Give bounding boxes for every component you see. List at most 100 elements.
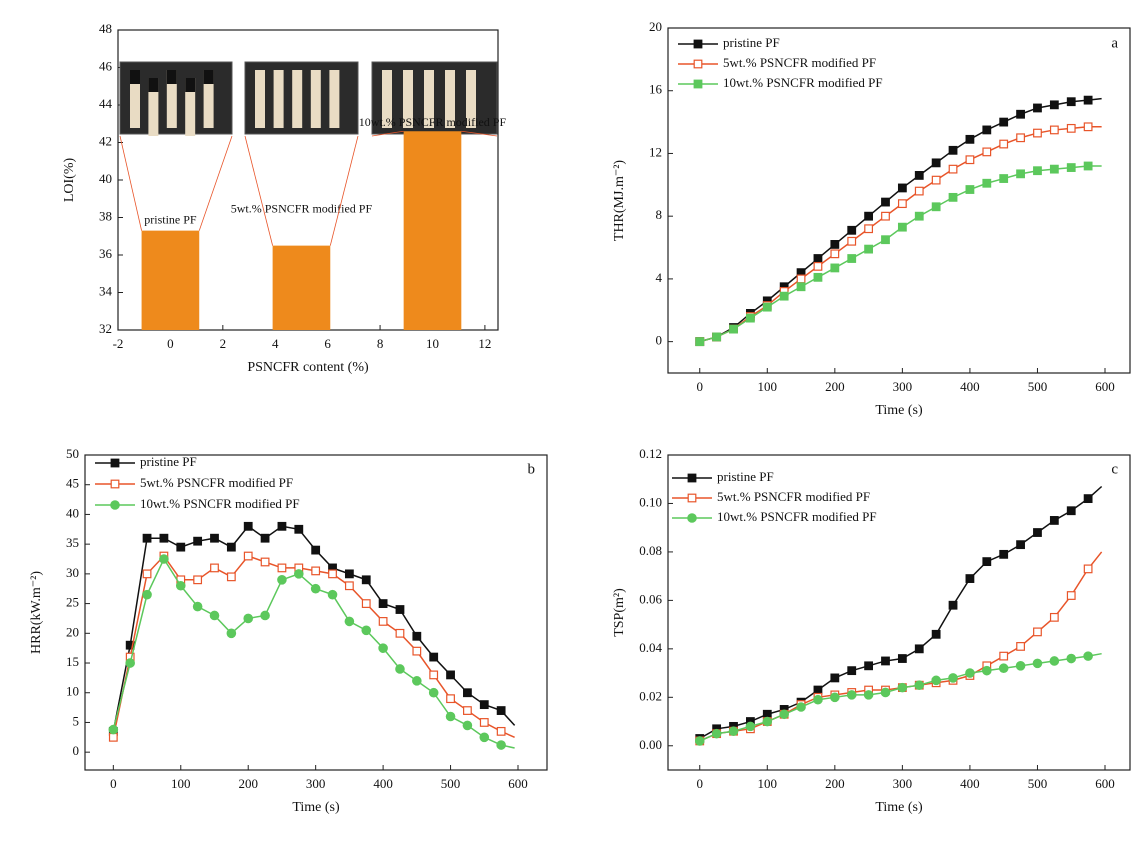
sample-stick	[403, 70, 413, 128]
sample-stick	[382, 70, 392, 128]
legend-label: pristine PF	[723, 35, 780, 50]
y-tick-label: 46	[99, 58, 113, 73]
burn-mark	[185, 78, 196, 92]
marker	[881, 197, 890, 207]
marker	[462, 720, 473, 731]
bar	[403, 131, 462, 330]
sample-stick	[292, 70, 303, 128]
sample-stick	[310, 70, 321, 128]
y-tick-label: 0	[656, 333, 663, 348]
marker	[1016, 169, 1025, 179]
pointer-line	[244, 135, 274, 246]
marker	[260, 533, 270, 543]
marker	[310, 583, 321, 594]
marker	[728, 726, 739, 737]
marker	[948, 192, 958, 202]
x-tick-label: 300	[893, 379, 913, 394]
marker	[210, 533, 219, 543]
panel-label: b	[528, 461, 536, 477]
marker	[796, 702, 806, 712]
marker	[694, 736, 705, 746]
marker	[1083, 564, 1093, 574]
marker	[830, 263, 840, 273]
marker	[243, 551, 253, 561]
marker	[864, 224, 874, 234]
marker	[446, 694, 455, 704]
x-tick-label: 200	[825, 776, 845, 791]
marker	[1049, 656, 1060, 666]
x-tick-label: 400	[960, 776, 980, 791]
x-tick-label: 0	[696, 776, 703, 791]
marker	[864, 661, 874, 671]
series-line	[112, 554, 515, 738]
marker	[446, 670, 455, 680]
y-tick-label: 0.12	[639, 446, 662, 461]
panel-label: a	[1111, 35, 1118, 51]
y-tick-label: 35	[66, 535, 79, 550]
legend-marker	[110, 479, 120, 489]
marker	[830, 249, 840, 259]
marker	[813, 254, 823, 263]
legend-label: 10wt.% PSNCFR modified PF	[723, 75, 883, 90]
plot-frame	[667, 27, 1131, 374]
y-tick-label: 44	[99, 96, 113, 111]
marker	[311, 566, 321, 576]
x-tick-label: 500	[1028, 379, 1048, 394]
marker	[711, 728, 722, 739]
marker	[948, 145, 958, 155]
marker	[982, 147, 992, 157]
marker	[999, 139, 1009, 149]
sample-stick	[445, 70, 455, 128]
y-tick-label: 30	[66, 565, 79, 580]
x-tick-label: 100	[758, 776, 778, 791]
marker	[159, 533, 169, 543]
legend-marker	[110, 500, 120, 510]
marker	[982, 665, 992, 676]
marker	[1033, 528, 1042, 537]
marker	[1066, 163, 1076, 172]
marker	[881, 235, 890, 245]
y-tick-label: 16	[649, 82, 663, 97]
marker	[745, 721, 756, 732]
marker	[311, 545, 321, 555]
marker	[1083, 161, 1093, 171]
marker	[914, 211, 924, 221]
burn-mark	[148, 78, 159, 92]
x-tick-label: 0	[696, 379, 703, 394]
y-axis-label: HRR(kW.m⁻²)	[29, 571, 44, 654]
marker	[813, 272, 823, 282]
marker	[142, 533, 152, 543]
marker	[1049, 100, 1059, 110]
marker	[999, 174, 1009, 183]
marker	[344, 616, 355, 627]
marker	[847, 236, 857, 246]
marker	[125, 658, 135, 668]
burn-mark	[130, 70, 140, 84]
panel-label: c	[1111, 461, 1118, 477]
x-axis-label: Time (s)	[292, 800, 340, 815]
marker	[1049, 612, 1059, 622]
marker	[1049, 125, 1059, 135]
y-tick-label: 20	[66, 624, 79, 639]
y-axis-label: TSP(m²)	[612, 588, 627, 637]
series-line	[699, 652, 1102, 742]
marker	[496, 706, 506, 715]
bar-label: 10wt.% PSNCFR modified PF	[359, 115, 507, 129]
pointer-line	[461, 130, 498, 137]
bar	[141, 230, 200, 330]
marker	[327, 589, 338, 600]
marker	[897, 682, 908, 693]
marker	[294, 569, 304, 579]
marker	[260, 557, 270, 567]
marker	[192, 601, 203, 612]
marker	[378, 643, 388, 653]
marker	[226, 542, 236, 552]
sample-stick	[329, 70, 340, 128]
marker	[210, 563, 219, 573]
y-tick-label: 42	[99, 133, 112, 148]
legend-label: 10wt.% PSNCFR modified PF	[717, 509, 877, 524]
x-tick-label: 500	[1028, 776, 1048, 791]
y-tick-label: 0.06	[639, 591, 662, 606]
x-tick-label: 200	[238, 776, 258, 791]
y-tick-label: 0	[73, 743, 80, 758]
